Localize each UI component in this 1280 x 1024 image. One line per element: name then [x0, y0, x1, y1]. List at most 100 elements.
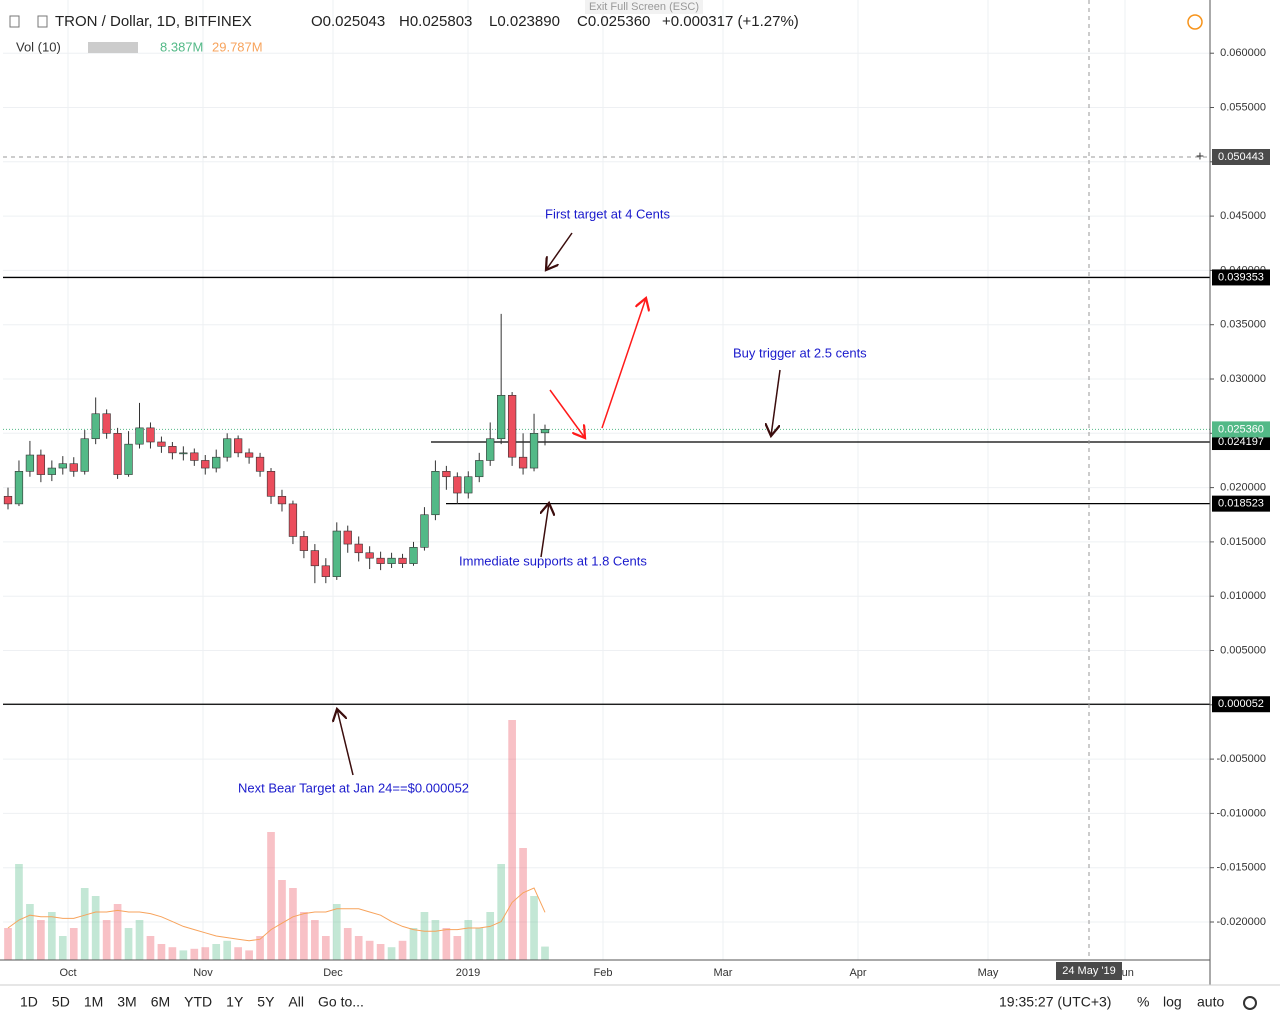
candle-body: [113, 433, 122, 475]
candle-body: [91, 413, 100, 440]
volume-bar: [508, 720, 516, 960]
volume-bar: [146, 936, 155, 960]
annotation: Next Bear Target at Jan 24==$0.000052: [238, 780, 469, 795]
x-tick-label: Nov: [193, 967, 213, 979]
range-button[interactable]: 5Y: [257, 994, 275, 1010]
candle-body: [14, 471, 24, 505]
candle-body: [201, 460, 210, 469]
range-button[interactable]: 1Y: [226, 994, 244, 1010]
volume-bar: [376, 944, 385, 960]
volume-title[interactable]: Vol (10): [16, 39, 61, 54]
crosshair-plus: +: [1196, 148, 1204, 164]
candle-body: [288, 503, 298, 537]
range-button[interactable]: 5D: [52, 994, 70, 1010]
volume-bar: [486, 912, 495, 960]
volume-bar: [541, 946, 549, 960]
last-price-box: [1212, 421, 1270, 438]
log-button[interactable]: log: [1163, 994, 1182, 1010]
ohlc-high: H0.025803: [399, 13, 472, 30]
x-tick-label: Apr: [849, 967, 866, 979]
candle-body: [343, 530, 352, 545]
alert-icon[interactable]: [1187, 14, 1203, 30]
ohlc-change: +0.000317 (+1.27%): [662, 13, 799, 30]
level-label-box: [1212, 269, 1270, 286]
exit-fullscreen[interactable]: [585, 0, 703, 14]
candle-body: [146, 427, 155, 443]
candle-body: [299, 536, 309, 551]
candle-body: [47, 467, 56, 475]
volume-bar: [289, 888, 297, 960]
symbol-title[interactable]: TRON / Dollar, 1D, BITFINEX: [55, 13, 252, 30]
volume-bar: [80, 888, 89, 960]
range-button[interactable]: 1D: [20, 994, 38, 1010]
goto-button[interactable]: Go to...: [318, 994, 364, 1010]
volume-bar: [519, 848, 527, 960]
level-label: 0.000052: [1218, 698, 1264, 710]
level-label-box: [1212, 495, 1270, 512]
candle-body: [398, 557, 407, 564]
collapse-icon[interactable]: [9, 15, 20, 28]
symbol-icon: [37, 15, 48, 28]
annotation: Immediate supports at 1.8 Cents: [459, 553, 647, 568]
volume-pane: [4, 720, 549, 960]
volume-bar: [464, 920, 473, 960]
candle-body: [420, 514, 429, 548]
level-label: 0.024197: [1218, 436, 1264, 448]
y-tick-label: 0.020000: [1220, 482, 1266, 494]
volume-bar: [157, 944, 166, 960]
candle-body: [80, 438, 89, 472]
volume-bar: [311, 920, 319, 960]
candle-body: [529, 433, 539, 469]
volume-bar: [475, 928, 484, 960]
candle-body: [365, 552, 374, 559]
candle-body: [497, 394, 506, 440]
settings-icon[interactable]: [1243, 996, 1257, 1010]
volume-bar: [212, 944, 221, 960]
y-tick-label: 0.045000: [1220, 210, 1266, 222]
y-tick-label: 0.005000: [1220, 644, 1266, 656]
auto-button[interactable]: auto: [1197, 994, 1224, 1010]
volume-bar: [321, 936, 330, 960]
volume-bar: [245, 950, 253, 960]
candle-body: [518, 456, 528, 469]
candle-body: [310, 550, 319, 567]
range-button[interactable]: All: [288, 994, 304, 1010]
x-tick-label: May: [978, 967, 999, 979]
candle-body: [3, 495, 13, 505]
volume-bar: [453, 936, 462, 960]
volume-bar: [102, 920, 111, 960]
volume-bar: [135, 920, 144, 960]
annotation: First target at 4 Cents: [545, 206, 670, 221]
exit-fullscreen-label[interactable]: Exit Full Screen (ESC): [589, 1, 699, 13]
percent-button[interactable]: %: [1137, 994, 1149, 1010]
indicator-buttons[interactable]: [88, 42, 138, 53]
range-button[interactable]: 3M: [117, 994, 136, 1010]
candle-body: [321, 565, 330, 577]
arrow: [541, 503, 549, 558]
volume-bar: [267, 832, 275, 960]
volume-bar: [442, 928, 451, 960]
volume-bar: [15, 864, 23, 960]
range-button[interactable]: YTD: [184, 994, 212, 1010]
volume-bar: [179, 950, 188, 960]
crosshair-y-box: [1212, 148, 1270, 165]
candle-body: [223, 438, 232, 458]
candle-body: [332, 530, 341, 577]
axes: 0.0600000.0550000.0500000.0450000.040000…: [59, 47, 1270, 980]
candle-body: [135, 427, 144, 445]
candle-body: [168, 446, 177, 454]
volume-bar: [201, 947, 210, 960]
y-tick-label: 0.055000: [1220, 101, 1266, 113]
volume-bar: [332, 904, 341, 960]
x-tick-label: Oct: [59, 967, 76, 979]
range-button[interactable]: 1M: [84, 994, 103, 1010]
volume-bar: [37, 920, 45, 960]
volume-bar: [278, 880, 286, 960]
range-button[interactable]: 6M: [151, 994, 170, 1010]
candle-body: [387, 557, 396, 564]
y-tick-label: -0.020000: [1216, 916, 1266, 928]
y-tick-label: 0.060000: [1220, 47, 1266, 59]
y-tick-label: -0.015000: [1216, 862, 1266, 874]
volume-bar: [168, 947, 177, 960]
